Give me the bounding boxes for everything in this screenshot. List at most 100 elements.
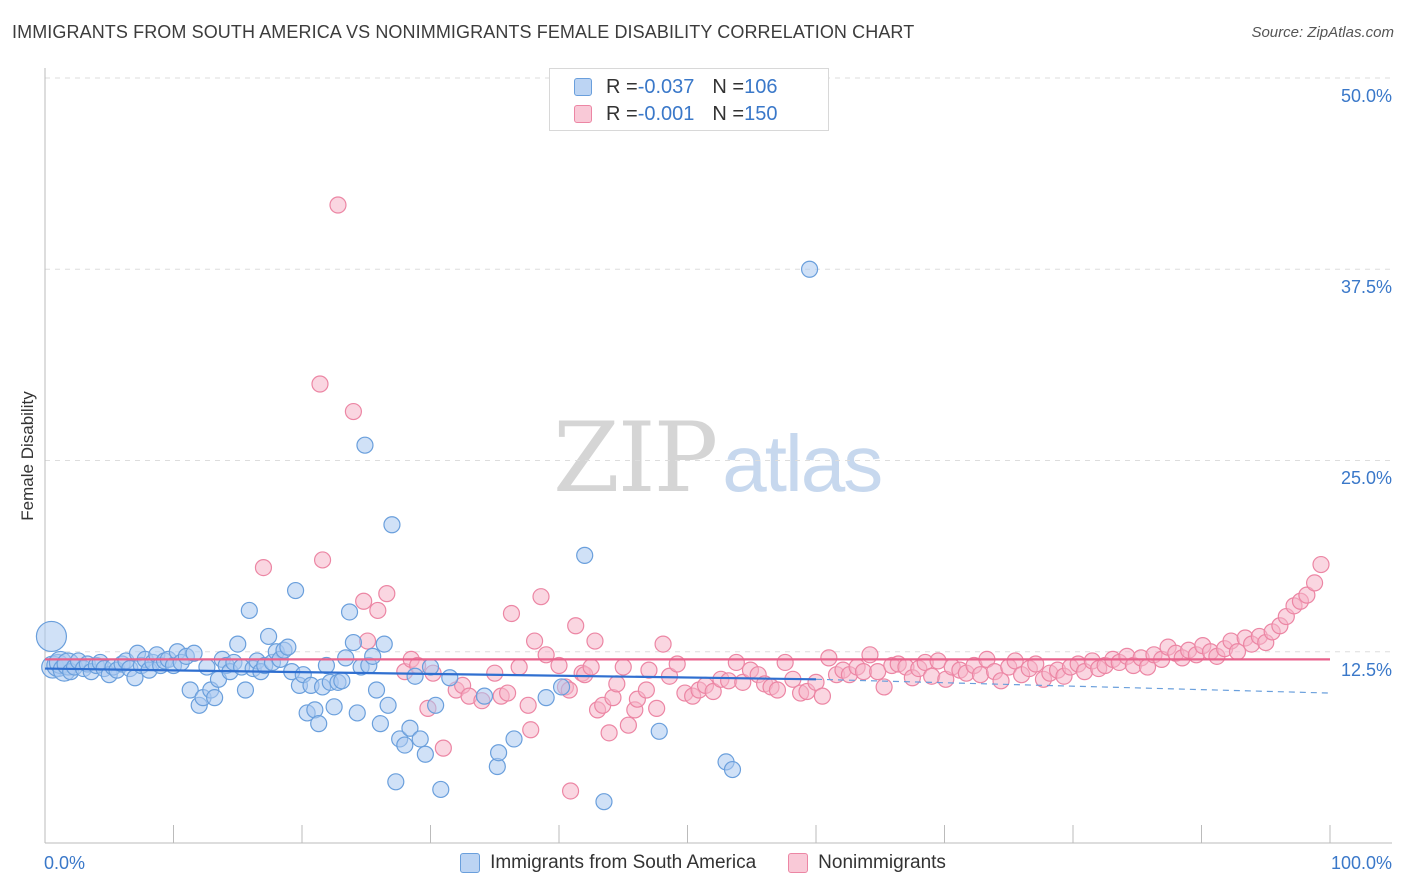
trendline-immigrants [44, 667, 817, 681]
point-nonimmigrant [525, 632, 544, 650]
legend-n-value: 106 [744, 75, 778, 98]
point-immigrant [229, 635, 247, 653]
point-nonimmigrant [929, 652, 947, 670]
point-immigrant [595, 793, 613, 811]
point-immigrant [396, 736, 414, 754]
point-nonimmigrant [600, 724, 618, 742]
point-nonimmigrant [502, 604, 521, 623]
point-immigrant [427, 696, 445, 714]
point-nonimmigrant [704, 682, 722, 701]
point-nonimmigrant [254, 558, 273, 577]
legend-r-label: R = [606, 102, 638, 125]
watermark: ZIPatlas [553, 402, 883, 514]
point-nonimmigrant [813, 687, 832, 705]
point-immigrant [367, 681, 386, 699]
series-legend: Immigrants from South America Nonimmigra… [0, 852, 1406, 874]
point-nonimmigrant [355, 592, 373, 610]
point-immigrant [441, 669, 459, 687]
point-nonimmigrant [1006, 652, 1024, 670]
y-tick-label-12-5: 12.5% [1340, 660, 1392, 680]
point-immigrant [375, 635, 393, 653]
point-immigrant [401, 719, 419, 737]
legend-row-immigrants: R = -0.037 N = 106 [574, 75, 777, 99]
chart-title: IMMIGRANTS FROM SOUTH AMERICA VS NONIMMI… [12, 22, 915, 42]
point-nonimmigrant [561, 782, 580, 800]
point-nonimmigrant [313, 551, 332, 569]
point-nonimmigrant [522, 721, 540, 739]
point-nonimmigrant [311, 375, 329, 393]
point-nonimmigrant [776, 653, 794, 672]
point-nonimmigrant [550, 656, 568, 675]
point-nonimmigrant [567, 617, 585, 635]
point-immigrant [416, 745, 434, 763]
legend-swatch-pink [574, 105, 592, 123]
series-legend-label: Nonimmigrants [818, 852, 946, 873]
point-nonimmigrant [369, 601, 387, 620]
point-immigrant [421, 658, 440, 676]
point-nonimmigrant [1298, 586, 1316, 604]
point-immigrant [800, 260, 819, 278]
point-nonimmigrant [1305, 574, 1324, 592]
point-immigrant [371, 715, 389, 733]
point-nonimmigrant [499, 684, 517, 702]
point-nonimmigrant [344, 402, 362, 421]
point-nonimmigrant [378, 585, 396, 603]
point-nonimmigrant [532, 588, 550, 606]
series-legend-nonimmigrants: Nonimmigrants [788, 852, 946, 874]
point-immigrant [490, 744, 508, 762]
point-immigrant [387, 773, 405, 791]
point-immigrant [723, 760, 742, 779]
point-nonimmigrant [720, 672, 738, 690]
point-immigrant [286, 581, 305, 600]
point-nonimmigrant [648, 699, 666, 717]
point-immigrant [364, 647, 382, 665]
correlation-legend: R = -0.037 N = 106 R = -0.001 N = 150 [549, 68, 829, 131]
series-swatch-pink [788, 853, 809, 873]
point-immigrant [650, 722, 668, 740]
point-immigrant [35, 620, 68, 653]
watermark-atlas: atlas [722, 419, 883, 508]
legend-n-label: N = [712, 102, 745, 125]
point-immigrant [236, 681, 255, 699]
point-immigrant [537, 689, 555, 707]
point-immigrant [379, 696, 397, 714]
point-immigrant [383, 516, 401, 534]
y-tick-label-50: 50.0% [1340, 86, 1392, 106]
point-immigrant [340, 603, 359, 621]
point-immigrant [344, 633, 362, 652]
point-nonimmigrant [434, 739, 452, 757]
point-nonimmigrant [875, 678, 893, 696]
point-nonimmigrant [358, 632, 377, 650]
x-tick-label-min: 0.0% [44, 853, 86, 873]
point-immigrant [259, 627, 278, 646]
point-nonimmigrant [519, 696, 537, 714]
point-nonimmigrant [640, 661, 658, 679]
y-tick-label-37-5: 37.5% [1340, 277, 1392, 297]
source-label: Source: ZipAtlas.com [1251, 24, 1394, 41]
trendline-immigrants-extension [815, 678, 1331, 694]
point-nonimmigrant [608, 675, 626, 693]
point-nonimmigrant [510, 658, 528, 676]
point-nonimmigrant [619, 716, 637, 734]
point-immigrant [325, 698, 343, 716]
point-immigrant [348, 704, 366, 722]
point-nonimmigrant [654, 635, 672, 653]
point-immigrant [310, 715, 328, 733]
point-immigrant [411, 730, 429, 748]
point-immigrant [552, 678, 571, 696]
legend-r-label: R = [606, 75, 638, 98]
point-immigrant [505, 730, 523, 748]
x-tick-label-max: 100.0% [1330, 853, 1392, 873]
point-immigrant [337, 649, 355, 667]
point-immigrant [475, 687, 494, 705]
point-nonimmigrant [869, 663, 887, 681]
legend-r-value: -0.001 [637, 102, 695, 125]
point-nonimmigrant [768, 681, 787, 699]
point-nonimmigrant [971, 666, 990, 684]
watermark-zip: ZIP [553, 402, 718, 514]
point-immigrant [333, 672, 351, 690]
y-tick-label-25: 25.0% [1340, 468, 1392, 488]
point-immigrant [576, 546, 594, 564]
point-nonimmigrant [586, 632, 604, 650]
